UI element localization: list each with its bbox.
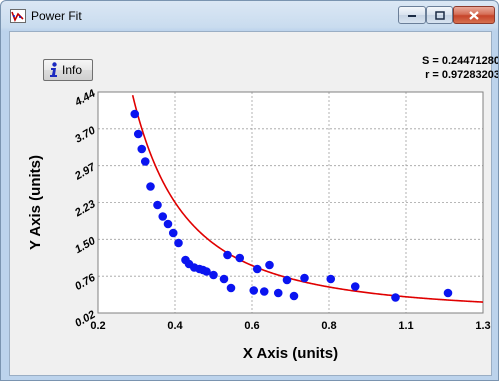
- correlation-readout: r = 0.97283203: [425, 69, 499, 81]
- plot-frame: [97, 91, 484, 314]
- data-point: [158, 212, 168, 221]
- y-tick-label: 2.97: [72, 161, 98, 183]
- maximize-icon: [434, 10, 445, 20]
- data-point: [282, 275, 292, 285]
- data-point: [235, 253, 245, 263]
- data-point: [140, 157, 150, 166]
- data-point: [265, 260, 274, 270]
- data-point: [350, 282, 360, 291]
- y-tick-label: 3.70: [73, 124, 98, 146]
- minimize-icon: [408, 15, 416, 17]
- data-point: [174, 238, 183, 248]
- title-bar[interactable]: Power Fit: [1, 1, 498, 31]
- data-point: [146, 182, 155, 191]
- app-icon: [10, 9, 26, 23]
- info-label: Info: [62, 63, 83, 77]
- x-axis-title: X Axis (units): [243, 345, 338, 362]
- data-point: [289, 291, 299, 301]
- close-button[interactable]: [453, 6, 495, 24]
- data-point: [223, 250, 232, 260]
- data-point: [326, 274, 336, 284]
- y-tick-label: 2.23: [72, 198, 97, 220]
- data-point: [153, 200, 162, 210]
- minimize-button[interactable]: [398, 6, 426, 24]
- y-tick-labels: 4.443.702.972.231.500.760.02: [72, 88, 98, 330]
- x-tick-label: 0.4: [167, 320, 183, 332]
- info-button[interactable]: Info: [43, 59, 93, 81]
- data-point: [219, 274, 229, 284]
- data-point: [130, 109, 140, 119]
- info-icon: [50, 62, 57, 77]
- data-point: [168, 228, 178, 238]
- y-tick-label: 1.50: [73, 235, 98, 257]
- client-area: Info S = 0.24471280 r = 0.97283203 4.44 3…: [9, 31, 498, 376]
- window-title: Power Fit: [31, 9, 82, 23]
- data-point: [163, 219, 173, 229]
- y-tick-label: 0.76: [73, 271, 98, 293]
- x-tick-label: 1.1: [398, 320, 413, 332]
- x-tick-label: 0.2: [90, 320, 105, 332]
- data-point: [249, 286, 259, 295]
- data-point: [391, 293, 400, 302]
- data-point: [300, 273, 309, 283]
- x-tick-label: 1.3: [475, 320, 490, 332]
- x-tick-label: 0.8: [321, 320, 336, 332]
- data-point: [259, 287, 269, 296]
- x-tick-label: 0.6: [244, 320, 259, 332]
- data-point: [137, 144, 147, 154]
- fit-curve: [131, 95, 484, 303]
- data-points: [130, 109, 453, 302]
- power-fit-chart: 4.443.702.972.231.500.760.02 0.2 0.4 0.6 0.…: [27, 88, 491, 362]
- data-point: [209, 270, 218, 280]
- y-tick-label: 4.44: [72, 88, 97, 110]
- data-point: [202, 267, 211, 276]
- x-tick-labels: 0.2 0.4 0.6 0.8 1.1 1.3: [90, 320, 490, 332]
- close-icon: [469, 10, 479, 20]
- data-point: [273, 288, 283, 298]
- data-point: [133, 129, 143, 139]
- y-axis-title: Y Axis (units): [27, 155, 44, 250]
- data-point: [226, 283, 236, 293]
- data-point: [443, 288, 453, 298]
- std-error-readout: S = 0.24471280: [422, 55, 499, 67]
- grid: [98, 92, 483, 313]
- maximize-button[interactable]: [426, 6, 453, 24]
- data-point: [252, 264, 262, 274]
